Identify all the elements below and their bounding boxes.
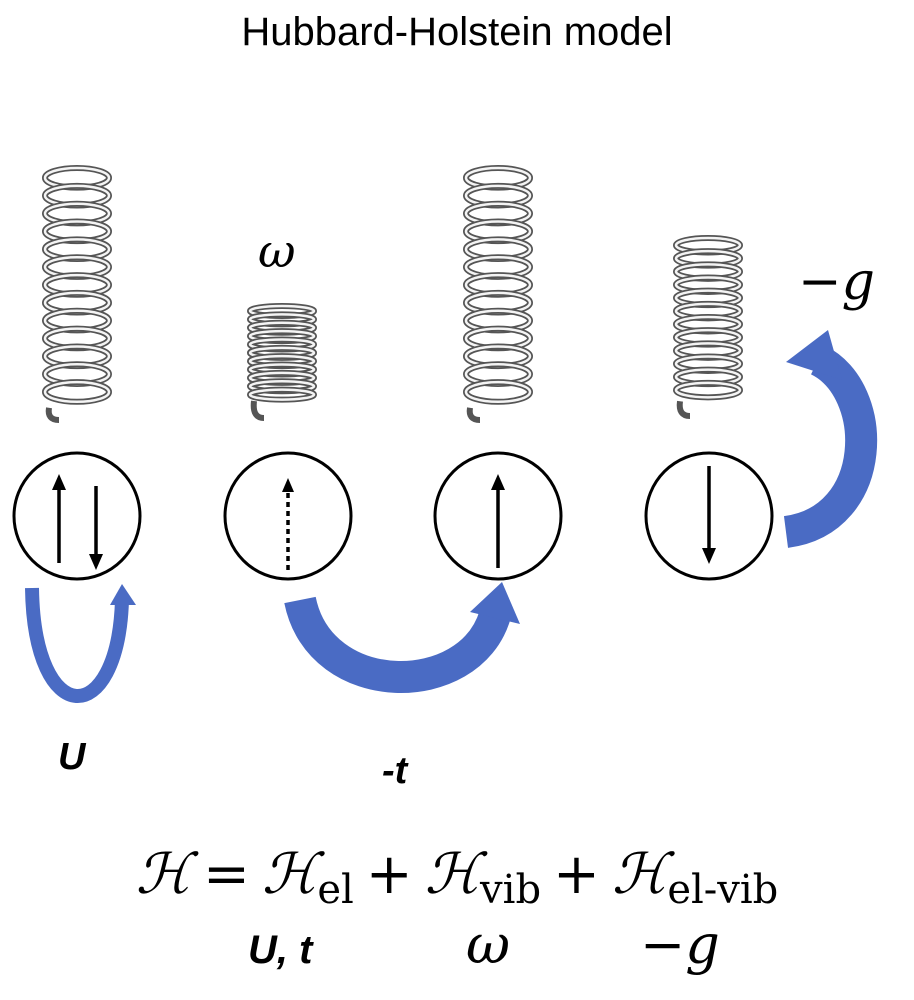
param-vib: ω (466, 913, 511, 976)
h-total: ℋ (135, 844, 192, 906)
equals-sign: = (203, 842, 250, 907)
site-1 (12, 451, 142, 581)
page-title: Hubbard-Holstein model (241, 10, 673, 54)
spring-site-1 (42, 165, 112, 423)
spring-site-2 (247, 303, 317, 421)
plus-sign: + (365, 842, 413, 907)
label-hopping-t: -t (382, 750, 408, 792)
spin-up-dashed-arrow (282, 478, 294, 570)
spin-down-arrow (89, 486, 103, 570)
hamiltonian-equation: ℋ = ℋel + ℋvib + ℋel-vib (0, 842, 914, 913)
hopping-t-arrow (284, 582, 520, 693)
spring-site-3 (463, 165, 533, 423)
site-4 (644, 451, 774, 581)
site-2 (223, 451, 353, 581)
spin-up-arrow (491, 474, 505, 568)
spring-site-4 (673, 235, 743, 419)
spin-up-arrow (52, 474, 66, 563)
hubbard-u-arrow (25, 584, 136, 703)
param-el: U, t (248, 928, 313, 972)
param-el-vib: −g (640, 913, 720, 976)
coupling-g-arrow (783, 330, 878, 548)
h-el: ℋ (261, 844, 318, 906)
label-omega: ω (258, 224, 296, 278)
subscript-el-vib: el-vib (667, 867, 779, 913)
h-elvib: ℋ (611, 844, 668, 906)
subscript-el: el (317, 867, 354, 913)
spin-down-arrow (702, 466, 716, 564)
label-hubbard-u: U (58, 736, 86, 778)
site-3 (433, 451, 563, 581)
plus-sign: + (553, 842, 600, 907)
label-coupling-g: −g (798, 252, 875, 312)
subscript-vib: vib (480, 867, 542, 913)
h-vib: ℋ (424, 844, 481, 906)
